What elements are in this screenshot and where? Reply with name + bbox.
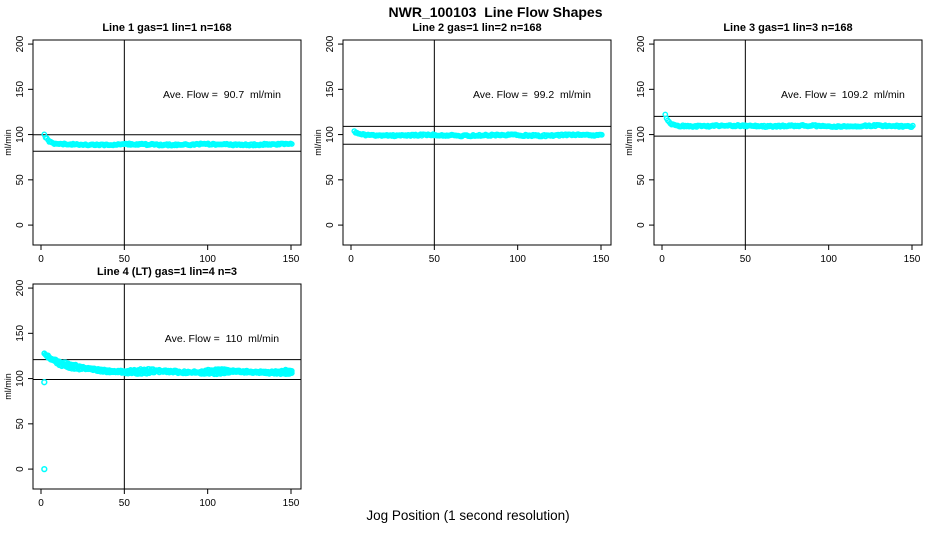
figure-xlabel: Jog Position (1 second resolution) — [366, 508, 570, 523]
data-point — [598, 131, 605, 138]
subplot-line2: 0 50 100 150 0 50 100 150 200 ml/min Ave. Flow = 9… — [312, 20, 624, 268]
plot-box — [32, 283, 302, 490]
plot-svg-line2: 0 50 100 150 0 50 100 150 200 ml/min Ave. Flow = 9… — [313, 35, 612, 265]
x-tick-label: 0 — [38, 254, 44, 265]
x-tick-label: 50 — [119, 498, 131, 509]
x-tick-label: 150 — [283, 254, 300, 265]
x-axis-ticks: 0 50 100 150 — [659, 245, 921, 265]
ave-flow-annotation: Ave. Flow = 110 ml/min — [165, 333, 279, 345]
outlier-point — [41, 379, 48, 386]
y-axis-ticks: 0 50 100 150 200 — [15, 35, 33, 228]
outlier-point — [41, 465, 48, 473]
y-tick-label: 100 — [15, 126, 26, 143]
y-tick-label: 50 — [15, 174, 26, 186]
y-tick-label: 150 — [15, 325, 26, 342]
subplot-title-line1: Line 1 gas=1 lin=1 n=168 — [102, 22, 232, 34]
subplot-line1: 0 50 100 150 0 50 100 150 200 ml/min Ave. Flow = 9… — [2, 20, 314, 268]
x-tick-label: 100 — [509, 254, 526, 265]
x-tick-label: 150 — [593, 254, 610, 265]
subplot-title-line2: Line 2 gas=1 lin=2 n=168 — [412, 22, 542, 34]
y-tick-label: 0 — [636, 222, 647, 228]
subplot-title-line4: Line 4 (LT) gas=1 lin=4 n=3 — [96, 266, 238, 278]
x-axis-ticks: 0 50 100 150 — [348, 245, 610, 265]
ave-flow-annotation: Ave. Flow = 109.2 ml/min — [781, 89, 905, 101]
y-tick-label: 200 — [325, 35, 336, 52]
x-axis-ticks: 0 50 100 150 — [38, 245, 300, 265]
plot-box — [32, 39, 302, 246]
subplot-line4: 0 50 100 150 0 50 100 150 200 ml/min Ave. Flow = 1… — [2, 264, 314, 512]
y-axis-ticks: 0 50 100 150 200 — [636, 35, 654, 228]
y-axis-label: ml/min — [3, 373, 13, 400]
y-axis-ticks: 0 50 100 150 200 — [325, 35, 343, 228]
plot-box — [342, 39, 612, 246]
y-axis-label: ml/min — [624, 129, 634, 156]
x-tick-label: 0 — [38, 498, 44, 509]
ave-flow-annotation: Ave. Flow = 90.7 ml/min — [163, 89, 281, 101]
y-tick-label: 150 — [15, 81, 26, 98]
y-tick-label: 0 — [15, 222, 26, 228]
y-axis-ticks: 0 50 100 150 200 — [15, 279, 33, 472]
data-point — [909, 122, 916, 129]
y-tick-label: 200 — [15, 279, 26, 296]
y-tick-label: 150 — [636, 81, 647, 98]
scatter-points — [41, 350, 295, 473]
plot-svg-line4: 0 50 100 150 0 50 100 150 200 ml/min Ave. Flow = 1… — [3, 279, 302, 509]
x-tick-label: 100 — [820, 254, 837, 265]
figure-title: NWR_100103 Line Flow Shapes — [388, 4, 603, 20]
y-tick-label: 150 — [325, 81, 336, 98]
y-tick-label: 100 — [325, 126, 336, 143]
x-axis-ticks: 0 50 100 150 — [38, 489, 300, 509]
y-tick-label: 50 — [325, 174, 336, 186]
x-tick-label: 150 — [283, 498, 300, 509]
subplot-line3: 0 50 100 150 0 50 100 150 200 ml/min Ave. Flow = 1… — [623, 20, 935, 268]
subplot-title-line3: Line 3 gas=1 lin=3 n=168 — [723, 22, 853, 34]
y-tick-label: 0 — [15, 466, 26, 472]
x-tick-label: 50 — [119, 254, 131, 265]
y-tick-label: 100 — [15, 370, 26, 387]
data-point — [288, 368, 295, 374]
x-tick-label: 50 — [740, 254, 752, 265]
data-point — [288, 141, 295, 147]
plot-box — [653, 39, 923, 246]
x-tick-label: 100 — [199, 498, 216, 509]
y-axis-label: ml/min — [3, 129, 13, 156]
scatter-points — [662, 111, 916, 131]
x-tick-label: 0 — [659, 254, 665, 265]
plot-svg-line3: 0 50 100 150 0 50 100 150 200 ml/min Ave. Flow = 1… — [624, 35, 923, 265]
ave-flow-annotation: Ave. Flow = 99.2 ml/min — [473, 89, 591, 101]
x-tick-label: 100 — [199, 254, 216, 265]
y-tick-label: 0 — [325, 222, 336, 228]
y-tick-label: 50 — [15, 418, 26, 430]
x-tick-label: 0 — [348, 254, 354, 265]
y-tick-label: 200 — [636, 35, 647, 52]
y-tick-label: 50 — [636, 174, 647, 186]
x-tick-label: 150 — [904, 254, 921, 265]
x-tick-label: 50 — [429, 254, 441, 265]
y-axis-label: ml/min — [313, 129, 323, 156]
scatter-points — [351, 128, 605, 140]
y-tick-label: 100 — [636, 126, 647, 143]
y-tick-label: 200 — [15, 35, 26, 52]
plot-svg-line1: 0 50 100 150 0 50 100 150 200 ml/min Ave. Flow = 9… — [3, 35, 302, 265]
scatter-points — [41, 131, 295, 149]
